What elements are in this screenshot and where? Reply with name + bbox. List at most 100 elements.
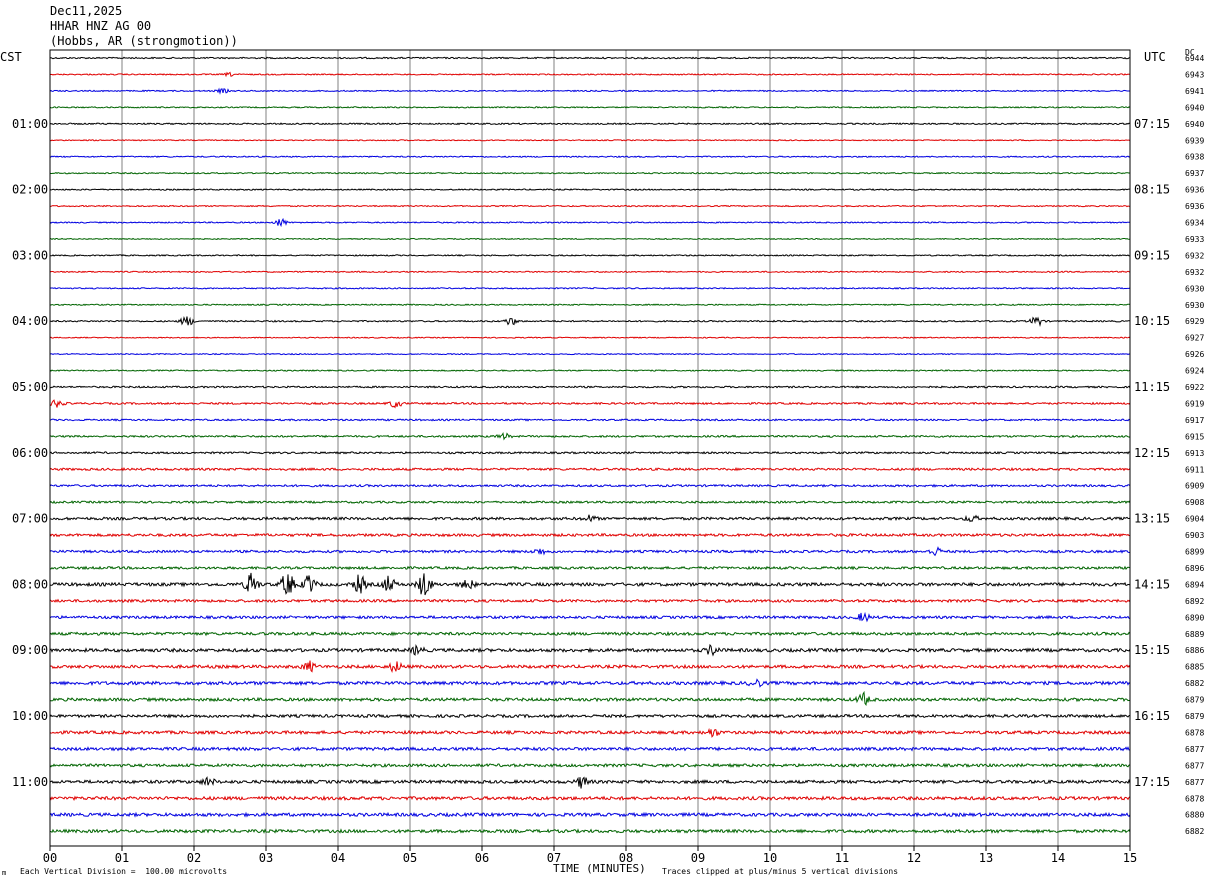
dc-offset-value: 6889 bbox=[1185, 630, 1204, 639]
dc-offset-value: 6877 bbox=[1185, 778, 1204, 787]
left-hour-label: 10:00 bbox=[12, 709, 48, 723]
dc-offset-value: 6922 bbox=[1185, 383, 1204, 392]
vertical-division-note: Each Vertical Division = 100.00 microvol… bbox=[20, 867, 228, 876]
trace-35 bbox=[49, 611, 1131, 623]
x-tick-label-14: 14 bbox=[1051, 851, 1065, 865]
dc-offset-value: 6899 bbox=[1185, 548, 1204, 557]
left-hour-label: 08:00 bbox=[12, 577, 48, 591]
dc-offset-value: 6880 bbox=[1185, 811, 1204, 820]
right-timezone: UTC bbox=[1144, 50, 1166, 64]
trace-25 bbox=[49, 450, 1131, 455]
dc-offset-value: 6930 bbox=[1185, 284, 1204, 293]
dc-offset-value: 6944 bbox=[1185, 54, 1204, 63]
dc-offset-value: 6894 bbox=[1185, 580, 1204, 589]
dc-offset-value: 6932 bbox=[1185, 251, 1204, 260]
dc-offset-value: 6904 bbox=[1185, 515, 1204, 524]
trace-20 bbox=[49, 369, 1131, 372]
dc-offset-value: 6941 bbox=[1185, 87, 1204, 96]
right-hour-label: 12:15 bbox=[1134, 446, 1170, 460]
dc-offset-value: 6892 bbox=[1185, 597, 1204, 606]
trace-34 bbox=[49, 598, 1131, 604]
trace-42 bbox=[49, 727, 1131, 738]
trace-30 bbox=[49, 532, 1131, 538]
trace-21 bbox=[49, 385, 1131, 389]
trace-10 bbox=[49, 204, 1131, 208]
trace-33 bbox=[49, 572, 1131, 596]
dc-offset-value: 6924 bbox=[1185, 367, 1204, 376]
x-tick-label-02: 02 bbox=[187, 851, 201, 865]
plot-frame bbox=[49, 49, 1131, 847]
trace-11 bbox=[49, 217, 1131, 228]
dc-label: DC bbox=[1185, 48, 1195, 57]
trace-40 bbox=[49, 690, 1131, 706]
trace-9 bbox=[49, 188, 1130, 191]
trace-38 bbox=[49, 660, 1131, 674]
x-tick-label-01: 01 bbox=[115, 851, 129, 865]
dc-offset-value: 6878 bbox=[1185, 794, 1204, 803]
dc-offset-value: 6926 bbox=[1185, 350, 1204, 359]
clip-note: Traces clipped at plus/minus 5 vertical … bbox=[662, 867, 899, 876]
header-date: Dec11,2025 bbox=[50, 4, 123, 18]
dc-offset-value: 6909 bbox=[1185, 482, 1204, 491]
trace-7 bbox=[49, 155, 1131, 159]
x-tick-label-07: 07 bbox=[547, 851, 561, 865]
trace-28 bbox=[49, 500, 1131, 505]
trace-48 bbox=[49, 828, 1131, 834]
dc-offset-value: 6903 bbox=[1185, 531, 1204, 540]
x-axis-ticks: 00 01 02 03 04 05 06 07 08 09 10 11 12 13 14 15 bbox=[43, 846, 1137, 865]
trace-23 bbox=[49, 418, 1131, 422]
dc-offset-value: 6939 bbox=[1185, 136, 1204, 145]
dc-offset-value: 6879 bbox=[1185, 696, 1204, 705]
dc-offset-value: 6927 bbox=[1185, 334, 1204, 343]
seismic-traces bbox=[49, 56, 1131, 834]
dc-offset-value: 6932 bbox=[1185, 268, 1204, 277]
dc-offset-value: 6908 bbox=[1185, 498, 1204, 507]
right-hour-label: 17:15 bbox=[1134, 775, 1170, 789]
dc-offset-value: 6936 bbox=[1185, 186, 1204, 195]
right-hour-label: 08:15 bbox=[1134, 183, 1170, 197]
left-hour-label: 04:00 bbox=[12, 314, 48, 328]
right-hour-label: 09:15 bbox=[1134, 248, 1170, 262]
trace-32 bbox=[49, 565, 1131, 571]
dc-offset-value: 6929 bbox=[1185, 317, 1204, 326]
dc-offset-value: 6930 bbox=[1185, 301, 1204, 310]
trace-12 bbox=[49, 237, 1131, 241]
dc-offset-value: 6911 bbox=[1185, 465, 1204, 474]
trace-43 bbox=[49, 746, 1131, 752]
dc-offset-value: 6915 bbox=[1185, 432, 1204, 441]
dc-offset-value: 6896 bbox=[1185, 564, 1204, 573]
right-hour-label: 10:15 bbox=[1134, 314, 1170, 328]
trace-39 bbox=[49, 678, 1131, 688]
right-hour-label: 14:15 bbox=[1134, 577, 1170, 591]
dc-offset-value: 6885 bbox=[1185, 663, 1204, 672]
trace-45 bbox=[49, 776, 1131, 789]
x-tick-label-15: 15 bbox=[1123, 851, 1137, 865]
x-tick-label-08: 08 bbox=[619, 851, 633, 865]
left-hour-label: 11:00 bbox=[12, 775, 48, 789]
dc-offset-value: 6933 bbox=[1185, 235, 1204, 244]
dc-offset-value: 6936 bbox=[1185, 202, 1204, 211]
trace-4 bbox=[49, 106, 1131, 109]
left-hour-label: 01:00 bbox=[12, 117, 48, 131]
trace-24 bbox=[49, 431, 1131, 441]
left-hour-label: 02:00 bbox=[12, 183, 48, 197]
left-hour-label: 05:00 bbox=[12, 380, 48, 394]
trace-47 bbox=[49, 811, 1131, 818]
trace-6 bbox=[49, 139, 1131, 142]
trace-26 bbox=[49, 467, 1131, 472]
dc-offset-value: 6878 bbox=[1185, 728, 1204, 737]
hour-labels: 01:00 02:00 03:00 04:00 05:00 06:00 07:00 08:00… bbox=[12, 54, 1204, 836]
trace-19 bbox=[49, 352, 1131, 356]
x-tick-label-12: 12 bbox=[907, 851, 921, 865]
dc-offset-value: 6938 bbox=[1185, 153, 1204, 162]
trace-5 bbox=[49, 122, 1131, 126]
right-hour-label: 07:15 bbox=[1134, 117, 1170, 131]
trace-17 bbox=[49, 315, 1131, 327]
trace-27 bbox=[49, 483, 1131, 488]
x-tick-label-10: 10 bbox=[763, 851, 777, 865]
dc-offset-value: 6917 bbox=[1185, 416, 1204, 425]
dc-offset-value: 6886 bbox=[1185, 646, 1204, 655]
trace-15 bbox=[49, 286, 1131, 290]
time-gridlines bbox=[49, 50, 1131, 846]
